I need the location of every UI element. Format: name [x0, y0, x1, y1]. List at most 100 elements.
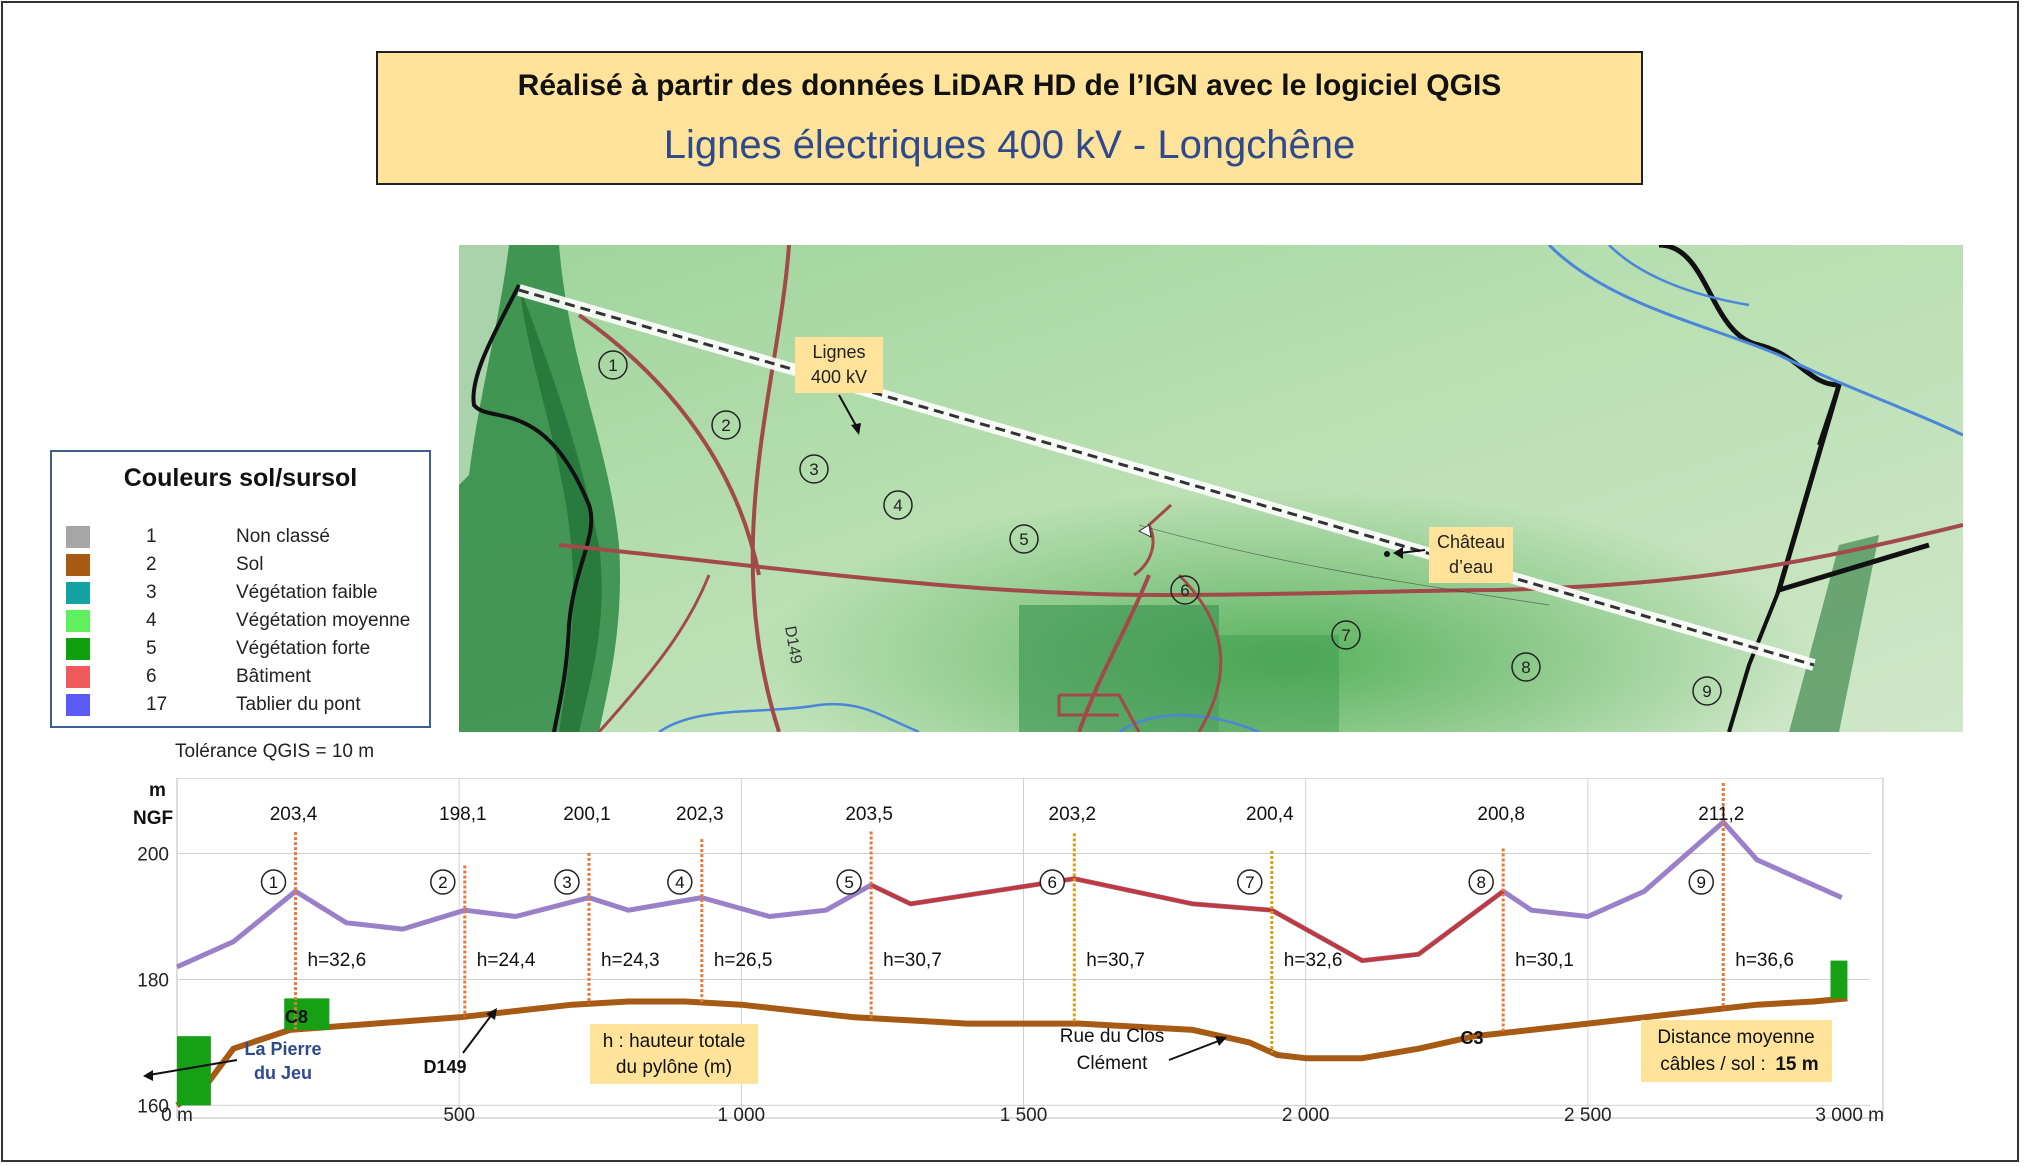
pylon-height-label: h=32,6: [308, 950, 367, 971]
pylon-height-label: h=24,3: [601, 950, 660, 971]
svg-text:Château: Château: [1437, 532, 1505, 552]
commune-boundary-left: [471, 284, 594, 732]
pylon-number-circle: [1039, 869, 1066, 895]
map-pylon-8: 8: [1511, 652, 1541, 682]
legend-swatch: [66, 526, 90, 548]
pylon-layer: 203,4 1 h=32,6 198,1 2 h=24,4 200,1 3 h=24,3 202,…: [260, 783, 1794, 1053]
pylon-top-label: 203,5: [845, 804, 893, 825]
legend-label: Végétation moyenne: [236, 610, 411, 631]
legend-label: Tablier du pont: [236, 694, 361, 715]
title-box: Réalisé à partir des données LiDAR HD de…: [376, 51, 1643, 185]
ground-profile-line: [175, 995, 1848, 1108]
map-pylon-6: 6: [1170, 575, 1200, 605]
page-title: Lignes électriques 400 kV - Longchêne: [663, 123, 1356, 167]
map-pylon-3: 3: [799, 454, 829, 484]
cable-profile-highlight: [870, 876, 1505, 963]
label-start-place-1: La Pierre: [244, 1039, 321, 1059]
map-pylon-1: 1: [598, 350, 628, 380]
pylon-number-circle: [1237, 869, 1263, 895]
pylon-top-label: 202,3: [676, 804, 724, 825]
pylon-height-label: h=24,4: [477, 950, 536, 971]
legend-label: Bâtiment: [236, 666, 311, 687]
river: [1547, 245, 1963, 437]
note-box-height: [590, 1024, 758, 1084]
legend-swatch: [66, 694, 90, 716]
pylon-height-label: h=26,5: [714, 950, 773, 971]
label-d149: D149: [423, 1057, 466, 1077]
x-tick-label: 1 500: [1000, 1105, 1048, 1123]
pylon-number-circle: [554, 869, 580, 895]
pylon-number: 2: [438, 873, 447, 892]
pylon-top-label: 203,4: [270, 804, 318, 825]
legend-code: 1: [146, 526, 157, 547]
pylon-number: 6: [1048, 873, 1057, 892]
pylon-height-label: h=36,6: [1735, 950, 1794, 971]
y-axis-unit-ngf: NGF: [133, 808, 173, 829]
pylon-number-circle: [836, 869, 862, 895]
label-road-2: Clément: [1077, 1053, 1148, 1074]
pylon-height-label: h=30,7: [883, 950, 942, 971]
road-main: [558, 523, 1963, 598]
pylon-number: 1: [269, 873, 278, 892]
x-tick-label: 1 000: [718, 1105, 766, 1123]
tolerance-note: Tolérance QGIS = 10 m: [175, 741, 375, 762]
x-tick-label: 500: [443, 1105, 475, 1123]
legend-label: Non classé: [236, 526, 330, 547]
pylon-number: 8: [1476, 873, 1485, 892]
pylon-top-label: 200,8: [1477, 804, 1525, 825]
y-tick-label: 160: [137, 1096, 169, 1117]
map-pylon-label: 9: [1702, 682, 1711, 701]
village-area: [1019, 605, 1219, 732]
map-pylon-label: 6: [1180, 581, 1189, 600]
annotations: C8 La Pierre du Jeu D149 h : hauteur tot…: [143, 1007, 1832, 1084]
legend-swatch: [66, 666, 90, 688]
pylon-height-label: h=30,1: [1515, 950, 1574, 971]
callout-water-tower: Château d’eau: [1384, 527, 1513, 583]
road-label-d149: D149: [781, 625, 804, 666]
label-road-1: Rue du Clos: [1060, 1026, 1165, 1047]
note-distance-1: Distance moyenne: [1657, 1027, 1814, 1048]
title-source: Réalisé à partir des données LiDAR HD de…: [517, 69, 1502, 102]
legend-code: 6: [146, 666, 157, 687]
svg-text:Lignes: Lignes: [812, 342, 865, 362]
pylon-top-label: 203,2: [1049, 804, 1097, 825]
note-distance-2: câbles / sol :: [1660, 1054, 1766, 1075]
vegetation-c8: [284, 998, 330, 1030]
label-c3: C3: [1460, 1028, 1483, 1048]
pylon-number: 3: [562, 873, 571, 892]
note-box-distance: [1641, 1020, 1832, 1082]
legend-item: 1 Non classé: [66, 524, 426, 550]
pylon-number-circle: [667, 869, 693, 895]
y-tick-label: 180: [137, 970, 169, 991]
map-pylon-label: 8: [1521, 658, 1530, 677]
legend-item: 2 Sol: [66, 552, 426, 578]
legend: Couleurs sol/sursol 1 Non classé 2 Sol 3…: [50, 450, 431, 728]
pylon-number-circle: [1468, 869, 1494, 895]
map-pylon-label: 1: [608, 356, 617, 375]
pylon-number-circle: [1688, 869, 1715, 895]
series-layer: [175, 819, 1848, 1108]
plot-area: [176, 778, 1884, 1119]
svg-text:400 kV: 400 kV: [811, 367, 867, 387]
road-d149: [750, 245, 791, 732]
pylon-height-label: h=30,7: [1086, 950, 1145, 971]
legend-item: 17 Tablier du pont: [66, 692, 426, 718]
callout-power-lines: Lignes 400 kV: [795, 337, 883, 435]
x-tick-label: 2 000: [1282, 1105, 1330, 1123]
pylon-number-circle: [430, 869, 456, 895]
legend-code: 17: [146, 694, 168, 715]
commune-boundary-right: [1658, 245, 1930, 594]
label-c8: C8: [285, 1007, 308, 1027]
legend-code: 4: [146, 610, 157, 631]
pylon-number: 9: [1697, 873, 1706, 892]
legend-swatch: [66, 582, 90, 604]
vegetation-start: [177, 1036, 211, 1106]
pylon-top-label: 200,1: [563, 804, 611, 825]
map-pylon-7: 7: [1331, 620, 1361, 650]
svg-text:d’eau: d’eau: [1449, 557, 1493, 577]
legend-item: 6 Bâtiment: [66, 664, 426, 690]
note-height-2: du pylône (m): [616, 1057, 732, 1078]
